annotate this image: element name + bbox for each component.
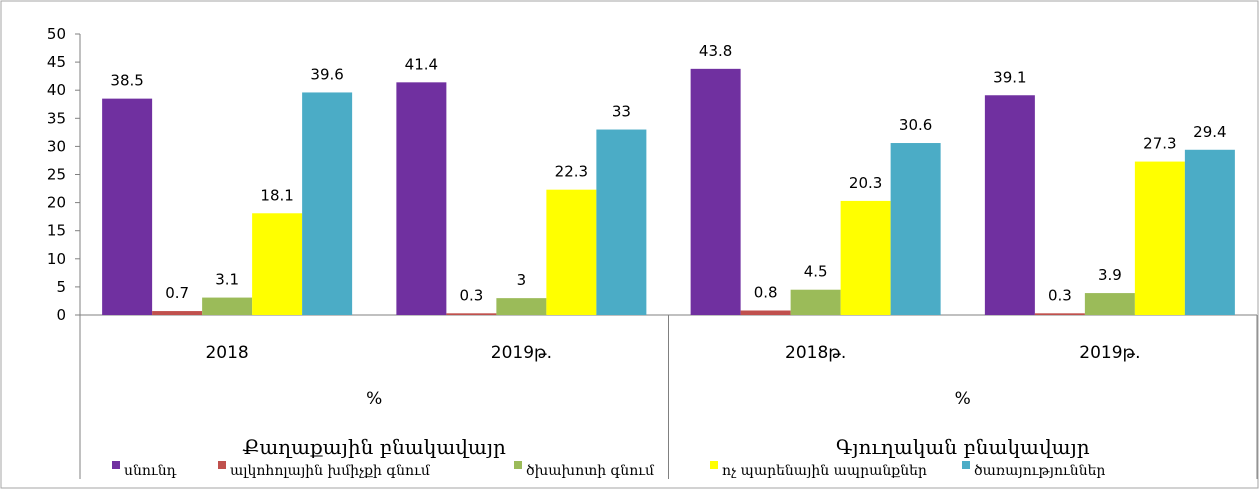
bar <box>1184 149 1235 315</box>
data-label: 33 <box>612 103 631 121</box>
bar <box>396 82 447 315</box>
data-label: 39.1 <box>993 68 1026 86</box>
legend-label: ծխախոտի գնում <box>526 463 655 479</box>
bar <box>840 200 891 315</box>
data-label: 3.1 <box>215 271 239 289</box>
bar <box>102 98 153 315</box>
y-tick-label: 50 <box>47 25 66 43</box>
bar <box>790 289 841 315</box>
unit-label: % <box>955 389 971 409</box>
legend-label: սնունդ <box>124 463 177 479</box>
y-tick-label: 20 <box>47 194 66 212</box>
data-label: 3.9 <box>1098 266 1122 284</box>
x-category-label: 2019թ. <box>1079 343 1140 363</box>
legend-label: ծառայություններ <box>974 463 1105 479</box>
y-tick-label: 10 <box>47 250 66 268</box>
data-label: 39.6 <box>310 65 343 83</box>
legend-swatch <box>514 461 522 469</box>
bar <box>690 68 741 316</box>
y-tick-label: 0 <box>56 306 66 324</box>
y-tick-label: 35 <box>47 109 66 127</box>
unit-label: % <box>366 389 382 409</box>
data-label: 0.3 <box>459 286 483 304</box>
bar <box>1134 161 1185 315</box>
data-label: 0.8 <box>754 284 778 302</box>
y-tick-label: 5 <box>56 278 66 296</box>
legend-swatch <box>218 461 226 469</box>
group-label: Գյուղական բնակավայր <box>836 435 1090 459</box>
data-label: 41.4 <box>405 55 438 73</box>
data-label: 18.1 <box>260 186 293 204</box>
y-tick-label: 45 <box>47 53 66 71</box>
y-tick-label: 40 <box>47 81 66 99</box>
data-label: 38.5 <box>110 72 143 90</box>
bar <box>496 298 547 315</box>
bar <box>446 313 497 315</box>
bar <box>302 92 353 315</box>
data-label: 27.3 <box>1143 135 1176 153</box>
x-category-label: 2018թ. <box>785 343 846 363</box>
data-label: 0.3 <box>1048 286 1072 304</box>
legend-swatch <box>112 461 120 469</box>
bar <box>202 297 253 315</box>
data-label: 3 <box>517 271 527 289</box>
data-label: 0.7 <box>165 284 189 302</box>
legend-swatch <box>710 461 718 469</box>
legend-swatch <box>962 461 970 469</box>
x-category-label: 2018 <box>205 343 248 363</box>
bar <box>890 143 941 315</box>
data-label: 22.3 <box>555 163 588 181</box>
bar <box>596 129 647 315</box>
group-label: Քաղաքային բնակավայր <box>243 435 506 459</box>
bar <box>252 213 303 315</box>
data-label: 43.8 <box>699 42 732 60</box>
y-tick-label: 30 <box>47 137 66 155</box>
y-tick-label: 15 <box>47 222 66 240</box>
y-tick-label: 25 <box>47 166 66 184</box>
x-category-label: 2019թ. <box>491 343 552 363</box>
data-label: 4.5 <box>804 263 828 281</box>
data-label: 29.4 <box>1193 123 1226 141</box>
legend-label: ալկոհոլային խմիչքի գնում <box>230 463 431 479</box>
bar <box>152 311 203 315</box>
bar <box>984 95 1035 316</box>
bar <box>546 189 597 315</box>
bar <box>740 310 791 315</box>
data-label: 20.3 <box>849 174 882 192</box>
data-label: 30.6 <box>899 116 932 134</box>
bar <box>1034 313 1085 315</box>
legend-label: ոչ պարենային ապրանքներ <box>722 463 927 479</box>
bar <box>1084 293 1135 315</box>
